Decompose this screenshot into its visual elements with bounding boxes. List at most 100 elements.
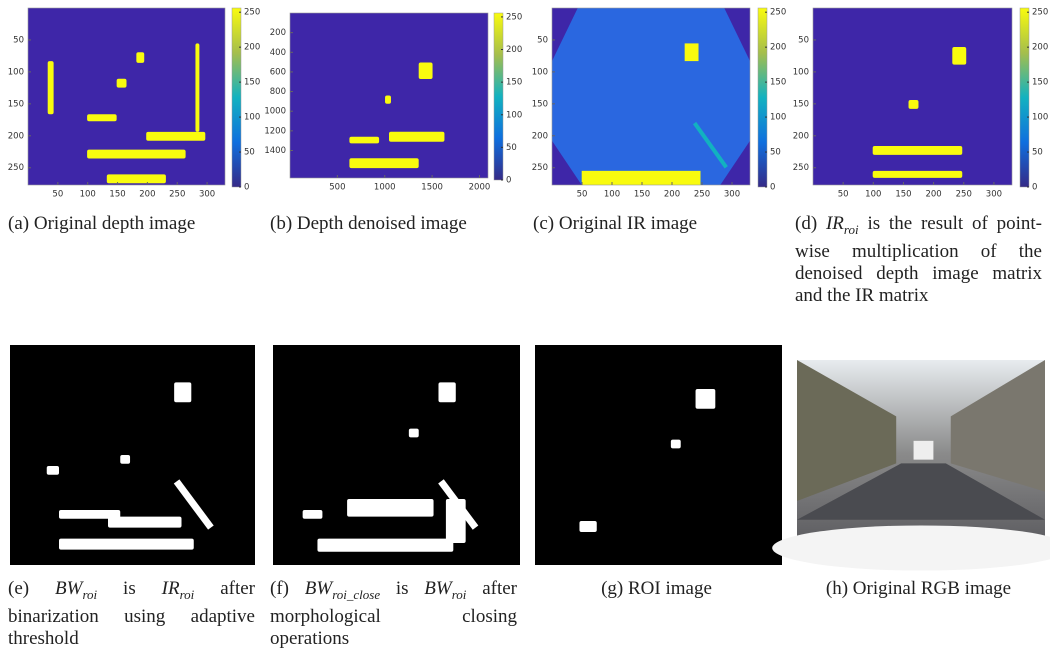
colorbar-tick-label: 150: [1032, 78, 1048, 88]
caption-label: (b): [270, 213, 292, 234]
y-tick-label: 800: [270, 87, 286, 97]
x-tick-label: 1000: [374, 183, 396, 193]
y-tick-label: 200: [270, 28, 286, 38]
colorbar-tick-label: 50: [506, 143, 517, 153]
caption-part: IRroi: [826, 213, 859, 234]
colorbar-tick-label: 50: [1032, 148, 1043, 158]
caption: (f) BWroi_close is BWroi after morpholog…: [270, 578, 517, 650]
colorbar-tick-label: 0: [770, 183, 775, 193]
colorbar-tick-label: 200: [506, 45, 522, 55]
image-blob: [438, 382, 455, 402]
x-tick-label: 250: [694, 190, 710, 200]
colorbar-tick-label: 200: [1032, 43, 1048, 53]
colorbar-tick-label: 100: [770, 113, 786, 123]
caption-subscript: roi_close: [332, 587, 380, 602]
caption-label: (a): [8, 213, 29, 234]
y-tick-label: 200: [793, 131, 809, 141]
y-tick-label: 100: [532, 67, 548, 77]
y-tick-label: 400: [270, 48, 286, 58]
colorbar-tick-label: 200: [770, 43, 786, 53]
caption: (a) Original depth image: [8, 213, 255, 235]
image-blob: [59, 539, 194, 550]
caption-part: Original depth image: [34, 213, 195, 234]
x-tick-label: 250: [956, 190, 972, 200]
y-tick-label: 150: [8, 99, 24, 109]
image-blob: [873, 146, 963, 155]
x-tick-label: 50: [577, 190, 588, 200]
caption-part: is: [380, 578, 424, 599]
caption-part: ROI image: [628, 578, 712, 599]
caption-part: is: [97, 578, 162, 599]
caption-text: BW: [55, 578, 82, 599]
caption: (g) ROI image: [533, 578, 780, 600]
caption-label: (e): [8, 578, 29, 599]
colorbar-tick-label: 250: [244, 8, 260, 18]
caption-subscript: roi: [82, 587, 97, 602]
y-tick-label: 150: [532, 99, 548, 109]
colorbar-tick-label: 150: [244, 78, 260, 88]
image-blob: [108, 517, 182, 528]
image-blob: [48, 61, 54, 114]
image-blob: [47, 466, 59, 475]
image-blob: [347, 499, 433, 517]
y-tick-label: 200: [532, 131, 548, 141]
caption: (h) Original RGB image: [795, 578, 1042, 600]
figure: 50 100 150 200 250 300 50 100 150 200 250 0 50 100 150…: [0, 0, 1050, 655]
y-tick-label: 1400: [264, 146, 286, 156]
caption-part: Depth denoised image: [297, 213, 467, 234]
y-tick-label: 200: [8, 131, 24, 141]
figure-graphics: 50 100 150 200 250 300 50 100 150 200 250 0 50 100 150…: [0, 0, 1050, 655]
caption-label: (h): [826, 578, 848, 599]
caption-label: (d): [795, 213, 817, 234]
caption-text: is: [380, 578, 424, 599]
image-blob: [873, 171, 963, 178]
colorbar: [494, 13, 503, 180]
caption-text: BW: [424, 578, 451, 599]
x-tick-label: 150: [895, 190, 911, 200]
image-blob: [87, 150, 186, 159]
colorbar-tick-label: 200: [244, 43, 260, 53]
binary-image: [273, 345, 520, 565]
caption-part: IRroi: [162, 578, 195, 599]
colorbar: [232, 8, 241, 187]
x-tick-label: 1500: [421, 183, 443, 193]
x-tick-label: 250: [169, 190, 185, 200]
image-blob: [385, 96, 391, 104]
image-blob: [146, 132, 205, 141]
image-blob: [317, 539, 453, 552]
colorbar-tick-label: 250: [506, 12, 522, 22]
y-tick-label: 100: [793, 67, 809, 77]
caption-label: (f): [270, 578, 289, 599]
caption-text: IR: [826, 213, 844, 234]
caption-text: is: [97, 578, 162, 599]
caption-label: (c): [533, 213, 554, 234]
caption: (d) IRroi is the result of point-wise mu…: [795, 213, 1042, 307]
image-blob: [303, 510, 323, 519]
x-tick-label: 300: [986, 190, 1002, 200]
caption-text: Original RGB image: [853, 578, 1011, 599]
colorbar-tick-label: 150: [506, 78, 522, 88]
x-tick-label: 150: [634, 190, 650, 200]
image-blob: [136, 52, 144, 63]
y-tick-label: 1000: [264, 107, 286, 117]
image-blob: [174, 382, 191, 402]
image-blob: [349, 158, 418, 168]
y-tick-label: 600: [270, 67, 286, 77]
colorbar-tick-label: 150: [770, 78, 786, 88]
x-tick-label: 300: [199, 190, 215, 200]
caption: (b) Depth denoised image: [270, 213, 517, 235]
colorbar-tick-label: 0: [506, 176, 511, 186]
image-blob: [87, 114, 117, 121]
y-tick-label: 100: [8, 67, 24, 77]
x-tick-label: 100: [604, 190, 620, 200]
caption-text: Original depth image: [34, 213, 195, 234]
caption-label: (g): [601, 578, 623, 599]
caption-text: BW: [305, 578, 332, 599]
x-tick-label: 50: [52, 190, 63, 200]
x-tick-label: 200: [139, 190, 155, 200]
caption-subscript: roi: [844, 222, 859, 237]
caption-text: Depth denoised image: [297, 213, 467, 234]
colorbar: [758, 8, 767, 187]
image-blob: [409, 429, 419, 438]
y-tick-label: 150: [793, 99, 809, 109]
